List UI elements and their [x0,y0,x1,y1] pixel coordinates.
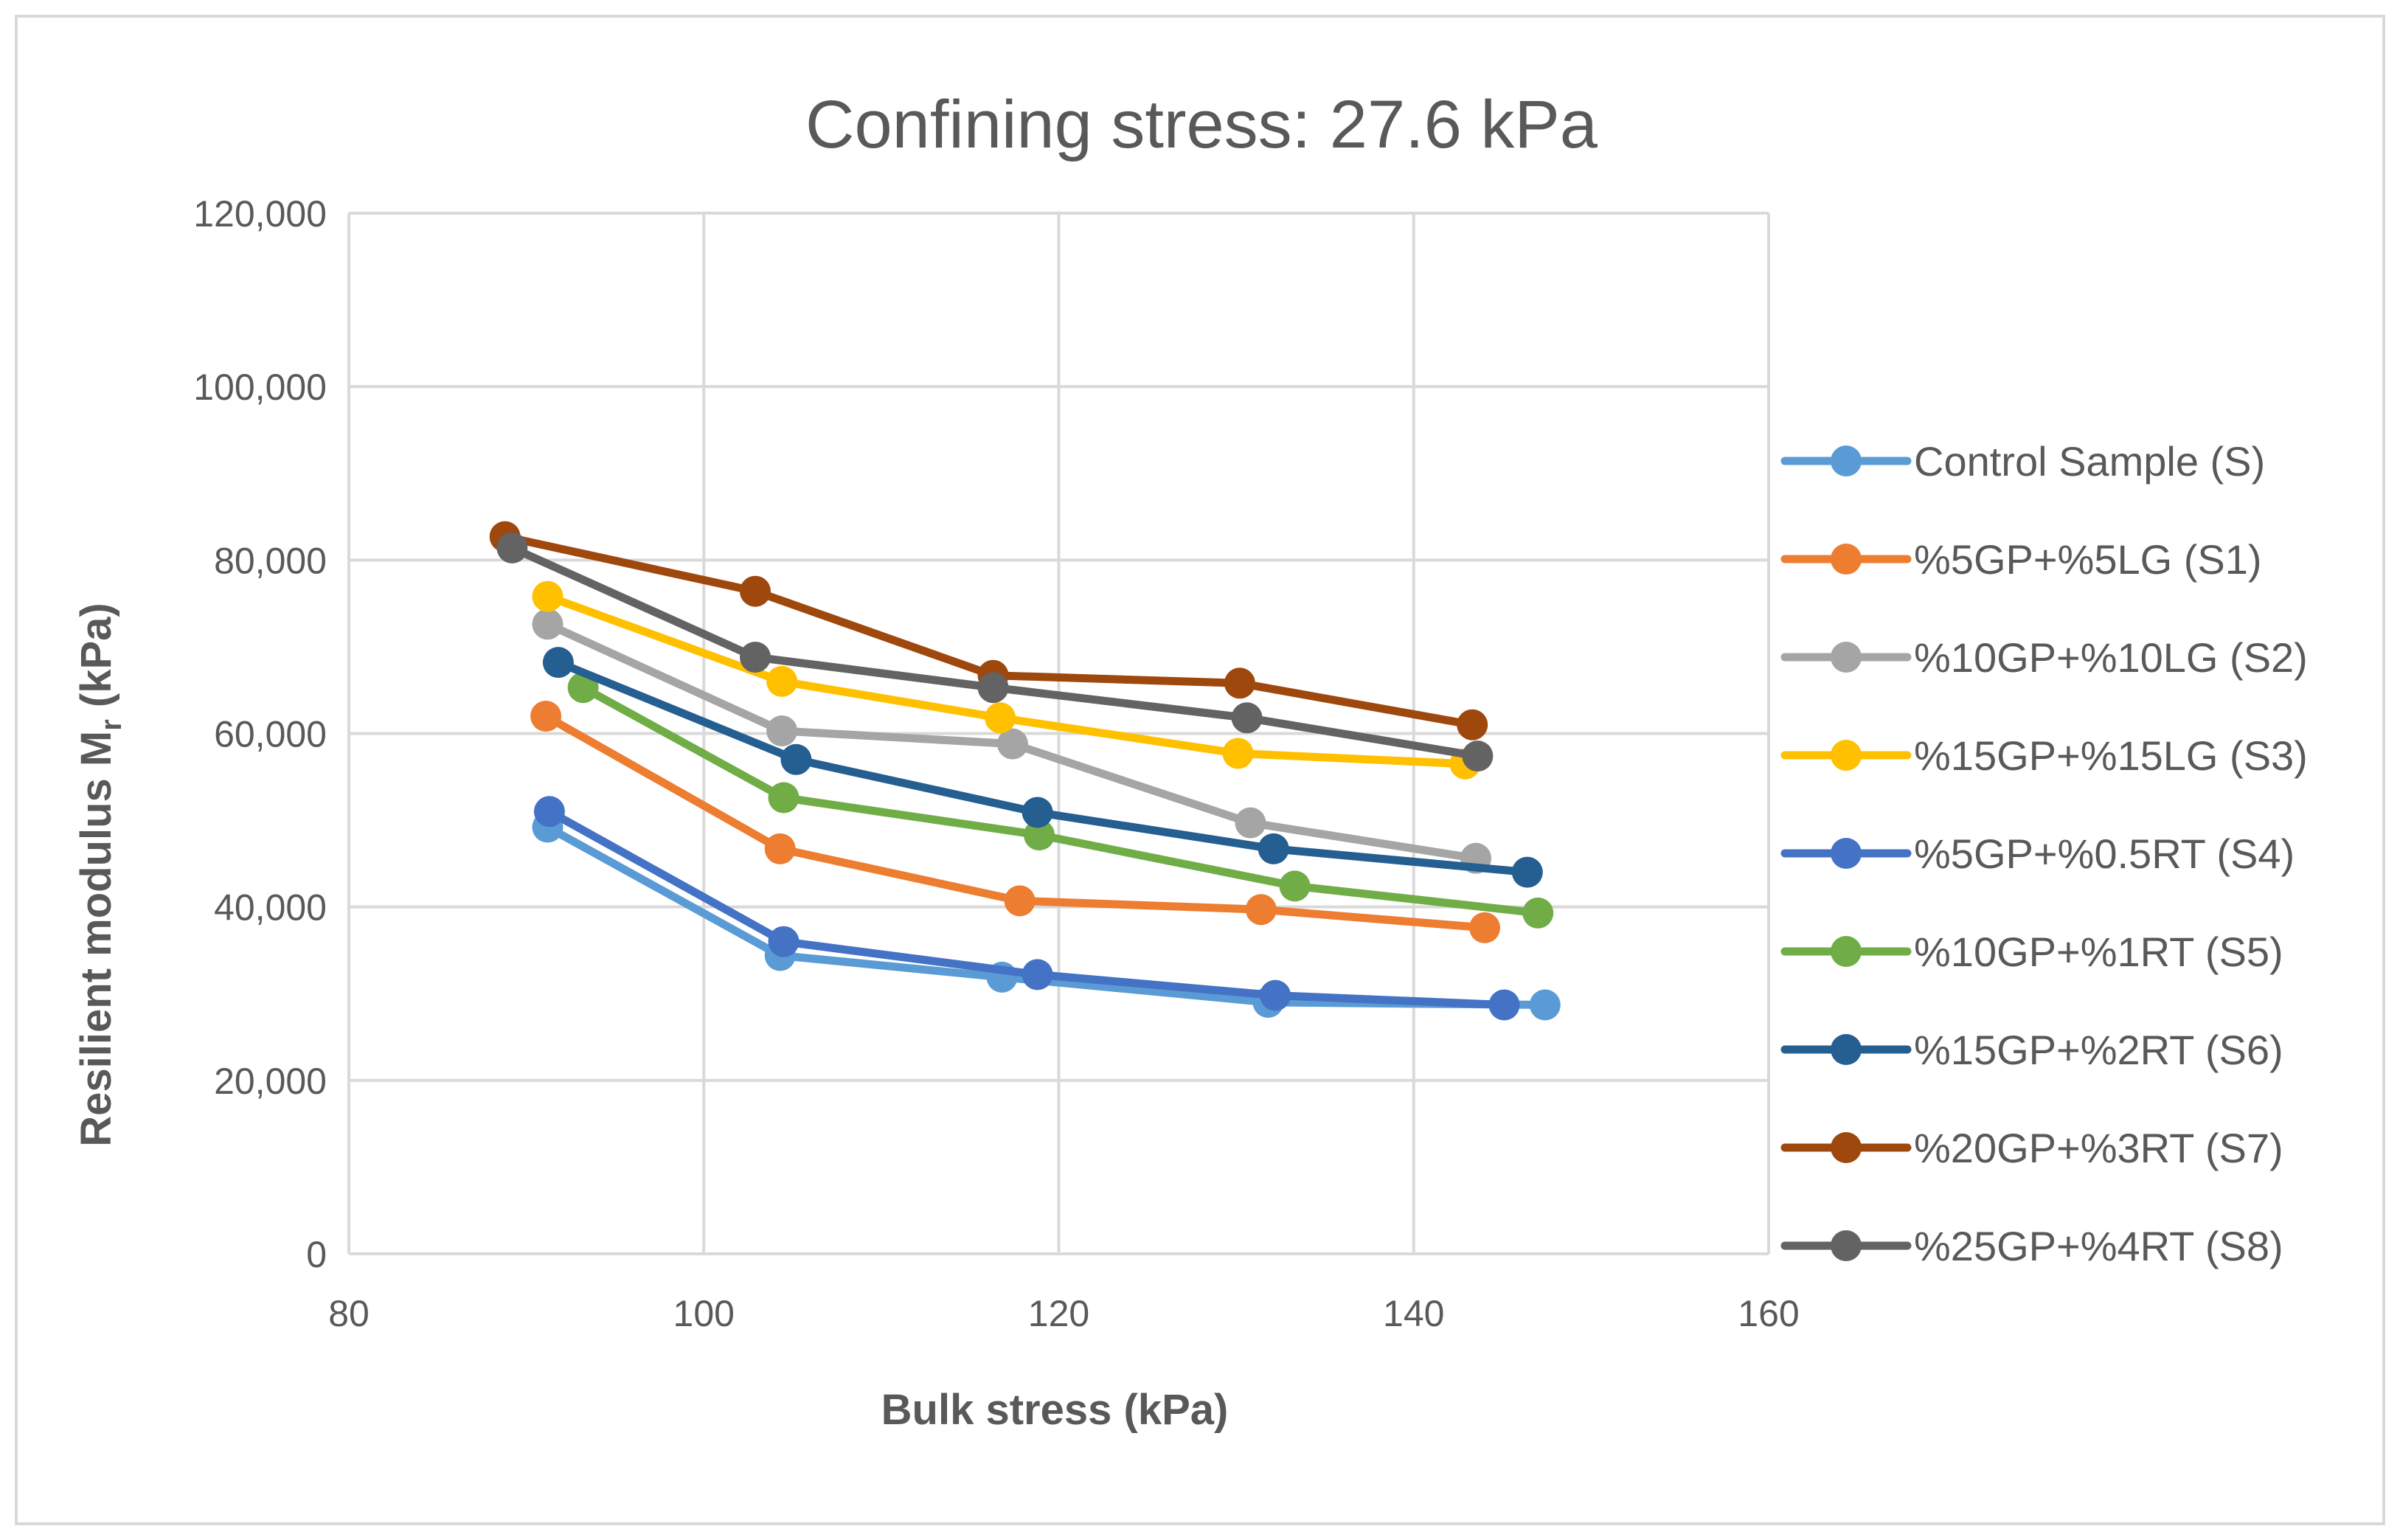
y-tick-label: 80,000 [214,540,327,581]
legend-swatch-marker [1831,445,1862,476]
series-7 [542,647,1543,888]
data-point [1462,740,1494,772]
data-point [1231,702,1263,734]
x-axis-title: Bulk stress (kPa) [881,1386,1229,1434]
data-point [1022,959,1053,991]
x-tick-label: 80 [328,1293,370,1334]
legend-item: %20GP+%3RT (S7) [1780,1125,2283,1171]
data-point [1024,819,1055,851]
data-point [766,715,798,746]
data-point [985,702,1016,734]
chart-title: Confining stress: 27.6 kPa [805,87,1598,162]
series-5 [533,796,1520,1021]
y-axis-title-main: Resilient modulus M [72,731,120,1147]
legend-swatch-marker [1831,544,1862,575]
legend-swatch-marker [1831,642,1862,673]
data-point [542,647,574,679]
legend-swatch-marker [1831,838,1862,869]
data-point [532,580,563,612]
data-point [1522,897,1554,929]
legend-label: %15GP+%15LG (S3) [1914,732,2308,779]
data-point [1022,797,1053,828]
x-tick-label: 120 [1028,1293,1089,1334]
data-point [766,665,798,697]
data-point [1235,807,1266,839]
series-2 [530,701,1500,943]
data-point [1488,989,1520,1021]
data-point [1260,979,1291,1011]
legend-item: %15GP+%15LG (S3) [1780,732,2308,779]
legend-item: %10GP+%1RT (S5) [1780,929,2283,975]
data-point [996,728,1028,760]
legend-label: %5GP+%5LG (S1) [1914,536,2262,583]
data-point [1004,885,1036,917]
data-point [532,608,563,640]
y-tick-label: 100,000 [193,367,327,408]
legend-swatch-marker [1831,1230,1862,1261]
x-tick-label: 160 [1738,1293,1799,1334]
legend-label: %25GP+%4RT (S8) [1914,1223,2283,1269]
legend-item: %25GP+%4RT (S8) [1780,1223,2283,1269]
chart-frame [15,15,2385,1525]
legend-label: %20GP+%3RT (S7) [1914,1125,2283,1171]
legend-label: %10GP+%10LG (S2) [1914,634,2308,681]
legend: Control Sample (S) %5GP+%5LG (S1) %10GP+%1… [1780,438,2308,1269]
y-tick-label: 120,000 [193,193,327,235]
data-point [1222,738,1254,769]
series-6 [567,672,1554,929]
legend-label: %10GP+%1RT (S5) [1914,929,2283,975]
y-tick-label: 20,000 [214,1061,327,1102]
series-9 [496,532,1494,772]
legend-label: %5GP+%0.5RT (S4) [1914,830,2295,877]
gridlines [347,212,1770,1255]
legend-item: Control Sample (S) [1780,438,2265,485]
legend-item: %5GP+%0.5RT (S4) [1780,830,2295,877]
axis-ticks: 0 20,000 40,000 60,000 80,000 100,000 120,000 8… [193,193,1799,1334]
data-point [1511,856,1543,888]
y-axis-title-unit: (kPa) [72,603,120,719]
data-point [1529,989,1561,1021]
y-tick-label: 40,000 [214,887,327,929]
series-group [489,521,1561,1021]
y-tick-label: 0 [306,1234,327,1275]
legend-swatch-marker [1831,1034,1862,1065]
data-point [1224,667,1255,699]
data-point [1457,709,1488,740]
x-tick-label: 100 [673,1293,735,1334]
series-3 [532,608,1491,874]
data-point [1279,870,1311,902]
y-axis-title: Resilient modulus Mr (kPa) [72,603,128,1146]
x-tick-label: 140 [1383,1293,1444,1334]
legend-swatch-marker [1831,1132,1862,1163]
legend-swatch-marker [1831,740,1862,771]
data-point [764,833,796,864]
data-point [496,532,528,563]
legend-item: %10GP+%10LG (S2) [1780,634,2308,681]
legend-item: %5GP+%5LG (S1) [1780,536,2262,583]
legend-label: %15GP+%2RT (S6) [1914,1027,2283,1073]
data-point [977,672,1009,704]
y-tick-label: 60,000 [214,714,327,755]
data-point [780,743,812,775]
data-point [1258,833,1289,864]
data-point [768,926,800,957]
data-point [1469,912,1500,943]
data-point [533,796,565,828]
legend-swatch-marker [1831,936,1862,967]
legend-item: %15GP+%2RT (S6) [1780,1027,2283,1073]
data-point [740,575,771,607]
y-axis-title-subscript: r [95,719,128,731]
data-point [530,701,562,732]
data-point [740,642,771,673]
legend-label: Control Sample (S) [1914,438,2265,485]
data-point [1245,894,1277,926]
data-point [768,782,800,814]
